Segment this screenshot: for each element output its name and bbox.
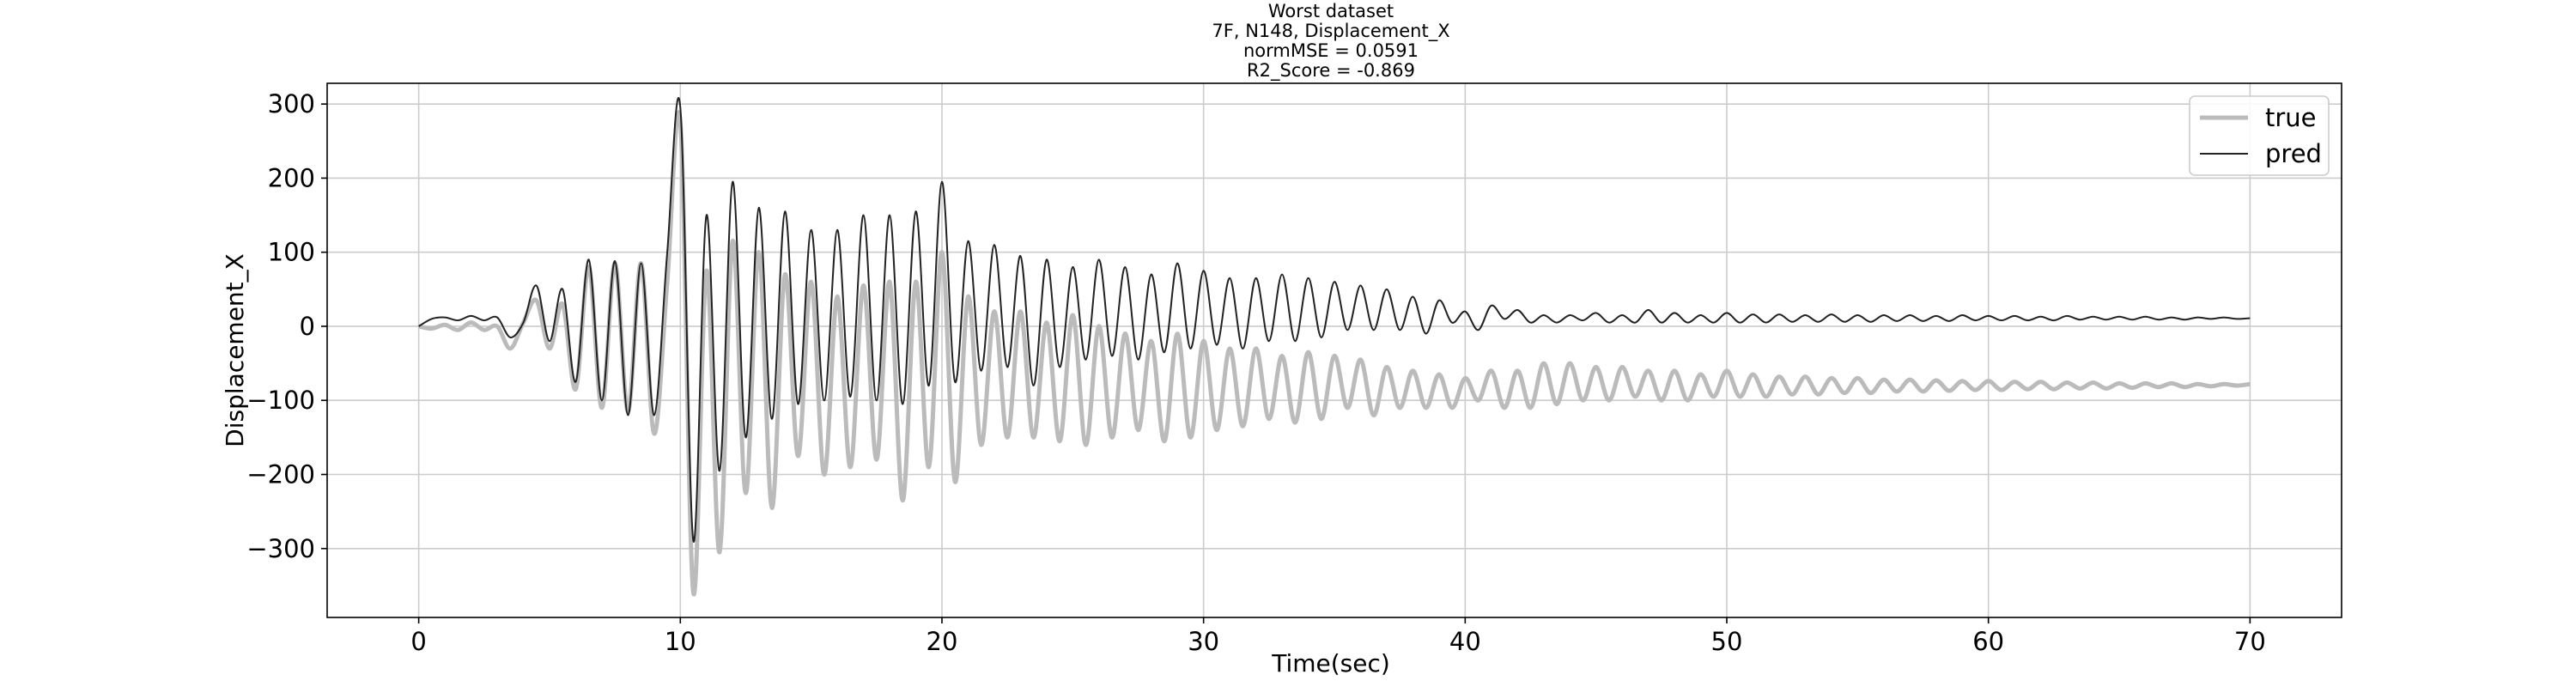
- y-tick-label: −300: [246, 534, 315, 563]
- y-tick-label: −100: [246, 386, 315, 415]
- x-tick-label: 10: [665, 627, 696, 656]
- chart-title: Worst dataset: [1268, 1, 1394, 21]
- legend-label: true: [2265, 103, 2317, 132]
- plot-frame: [326, 82, 2342, 618]
- y-tick-label: 200: [268, 163, 315, 192]
- data-line: [418, 97, 2251, 543]
- chart-title: R2_Score = -0.869: [1247, 60, 1415, 82]
- y-axis-label: Displacement_X: [221, 253, 249, 447]
- chart-title: normMSE = 0.0591: [1243, 40, 1419, 61]
- x-tick-label: 20: [927, 627, 958, 656]
- x-axis-label: Time(sec): [1271, 649, 1390, 678]
- data-line: [418, 110, 2251, 597]
- y-tick-label: 0: [300, 312, 315, 341]
- x-tick-label: 60: [1972, 627, 2004, 656]
- legend-label: pred: [2265, 139, 2322, 168]
- x-tick-label: 0: [410, 627, 426, 656]
- x-tick-label: 30: [1188, 627, 1219, 656]
- x-tick-label: 40: [1449, 627, 1481, 656]
- y-tick-label: −200: [246, 460, 315, 489]
- chart-title: 7F, N148, Displacement_X: [1212, 21, 1449, 42]
- x-tick-label: 70: [2234, 627, 2266, 656]
- y-tick-label: 100: [268, 238, 315, 267]
- x-tick-label: 50: [1711, 627, 1743, 656]
- y-tick-label: 300: [268, 89, 315, 119]
